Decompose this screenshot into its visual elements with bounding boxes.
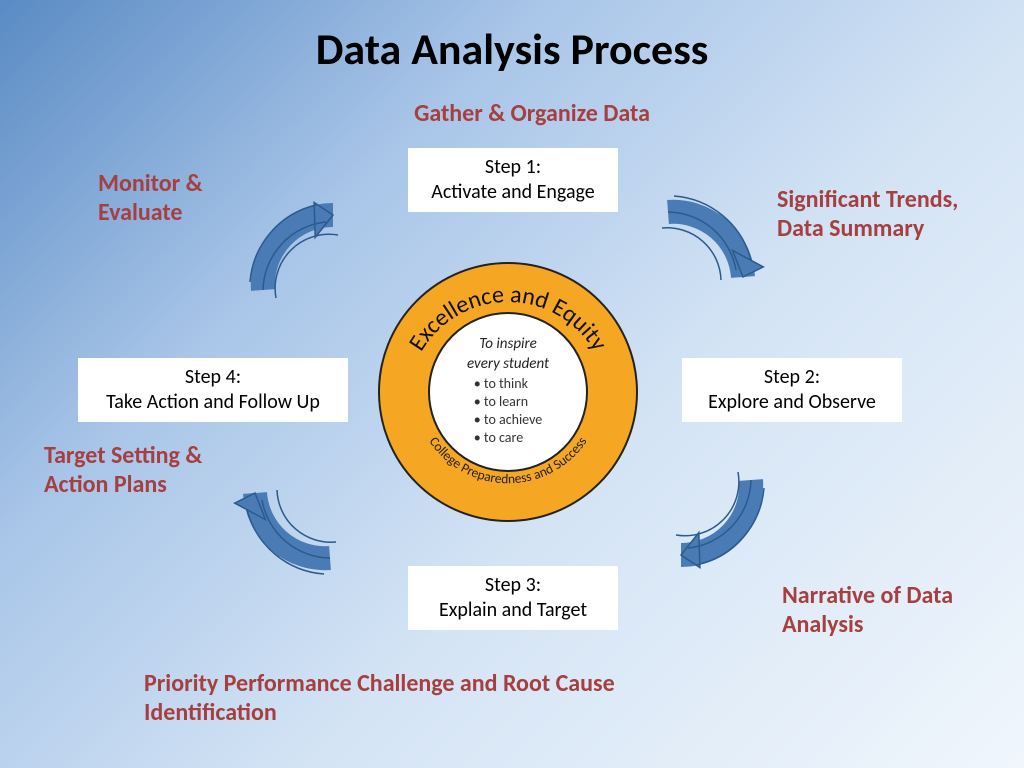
inspire-line-1: To inspire <box>479 336 537 353</box>
phase-trends: Significant Trends, Data Summary <box>777 186 977 244</box>
arrow-2-to-3 <box>656 460 776 580</box>
inspire-line-2: every student <box>467 356 549 373</box>
inspire-bullets: to think to learn to achieve to care <box>474 375 543 448</box>
bullet-think: to think <box>474 375 543 393</box>
ring-inner: To inspire every student to think to lea… <box>428 312 588 472</box>
step-3-txt: Explain and Target <box>423 598 603 623</box>
step-1-num: Step 1: <box>423 155 603 180</box>
step-4-txt: Take Action and Follow Up <box>93 390 333 415</box>
arrow-1-to-2 <box>648 182 768 302</box>
arrow-4-to-1 <box>238 190 358 310</box>
bullet-achieve: to achieve <box>474 411 543 429</box>
step-4-num: Step 4: <box>93 365 333 390</box>
page-title: Data Analysis Process <box>0 0 1024 76</box>
phase-narrative: Narrative of Data Analysis <box>782 582 982 640</box>
step-2-num: Step 2: <box>697 365 887 390</box>
center-ring: Excellence and Equity College Preparedne… <box>378 262 638 522</box>
step-2-box: Step 2: Explore and Observe <box>682 358 902 422</box>
phase-gather: Gather & Organize Data <box>392 100 672 129</box>
step-3-num: Step 3: <box>423 573 603 598</box>
phase-priority: Priority Performance Challenge and Root … <box>144 670 704 728</box>
step-1-box: Step 1: Activate and Engage <box>408 148 618 212</box>
bullet-learn: to learn <box>474 393 543 411</box>
step-1-txt: Activate and Engage <box>423 180 603 205</box>
step-2-txt: Explore and Observe <box>697 390 887 415</box>
bullet-care: to care <box>474 429 543 447</box>
step-4-box: Step 4: Take Action and Follow Up <box>78 358 348 422</box>
arrow-3-to-4 <box>230 468 350 588</box>
step-3-box: Step 3: Explain and Target <box>408 566 618 630</box>
